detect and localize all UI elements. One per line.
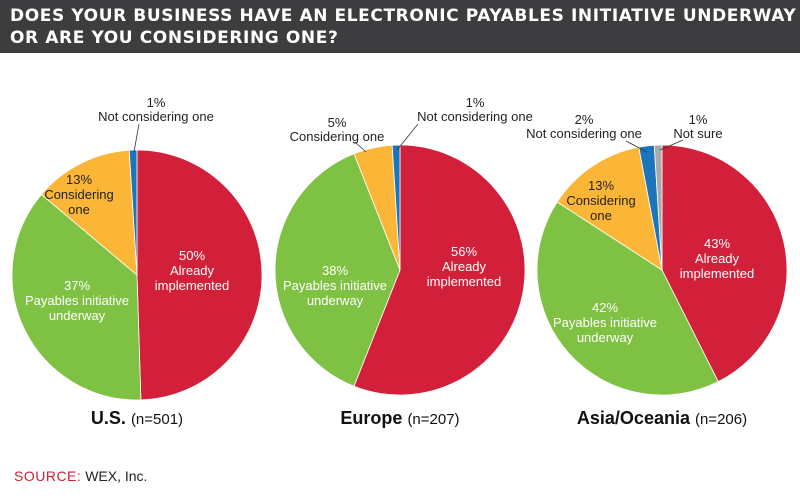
- pie-chart-1: 56% Already implemented 38% Payables initiat…: [274, 95, 533, 428]
- pie-slice-already: [136, 149, 263, 401]
- pie-slice-already: [661, 144, 788, 383]
- slice-label-not-sure: 1% Not sure: [673, 112, 722, 141]
- leader-line: [396, 123, 419, 151]
- pie-slice-already: [353, 144, 526, 396]
- sample-size: (n=206): [695, 411, 747, 428]
- source-note: SOURCE: WEX, Inc.: [14, 468, 147, 484]
- pie-slice-underway: [11, 193, 142, 401]
- pie-slice-considering: [556, 146, 663, 271]
- pie-slice-not-considering: [391, 144, 401, 271]
- region-name: Asia/Oceania: [577, 408, 691, 428]
- pie-slice-not-sure: [653, 144, 663, 271]
- pie-slice-considering: [40, 149, 138, 276]
- leader-line: [625, 140, 648, 153]
- pie-caption: U.S. (n=501): [91, 408, 183, 428]
- pie-caption: Asia/Oceania (n=206): [577, 408, 747, 428]
- pie-slice-underway: [536, 201, 719, 396]
- sample-size: (n=501): [131, 411, 183, 428]
- pie-chart-2: 43% Already implemented 42% Payables initiat…: [526, 112, 788, 428]
- slice-label-not-considering: 2% Not considering one: [526, 112, 642, 141]
- slice-label-already: 50% Already implemented: [155, 248, 229, 293]
- pie-slice-underway: [274, 153, 401, 387]
- slice-label-considering: 13% Considering one: [566, 178, 635, 223]
- slice-label-underway: 37% Payables initiative underway: [25, 278, 129, 323]
- pie-chart-0: 50% Already implemented 37% Payables initiat…: [11, 95, 263, 428]
- source-label: SOURCE:: [14, 468, 82, 484]
- chart-title: DOES YOUR BUSINESS HAVE AN ELECTRONIC PA…: [0, 0, 800, 53]
- sample-size: (n=207): [407, 411, 459, 428]
- slice-label-not-considering: 1% Not considering one: [417, 95, 533, 124]
- slice-label-underway: 38% Payables initiative underway: [283, 263, 387, 308]
- title-line-1: DOES YOUR BUSINESS HAVE AN ELECTRONIC PA…: [10, 6, 797, 26]
- pie-charts: 50% Already implemented 37% Payables initiat…: [11, 95, 788, 428]
- leader-line: [354, 141, 367, 153]
- slice-label-considering: 13% Considering one: [44, 172, 113, 217]
- slice-label-already: 56% Already implemented: [427, 244, 501, 289]
- region-name: U.S.: [91, 408, 126, 428]
- source-text: WEX, Inc.: [85, 468, 148, 484]
- slice-label-already: 43% Already implemented: [680, 236, 754, 281]
- leader-line: [133, 123, 140, 153]
- slice-label-underway: 42% Payables initiative underway: [553, 300, 657, 345]
- region-name: Europe: [340, 408, 402, 428]
- slice-label-considering: 5% Considering one: [290, 115, 385, 144]
- title-line-2: OR ARE YOU CONSIDERING ONE?: [10, 28, 339, 48]
- pie-slice-not-considering: [128, 149, 138, 276]
- pie-caption: Europe (n=207): [340, 408, 459, 428]
- leader-line: [659, 139, 684, 151]
- slice-label-not-considering: 1% Not considering one: [98, 95, 214, 124]
